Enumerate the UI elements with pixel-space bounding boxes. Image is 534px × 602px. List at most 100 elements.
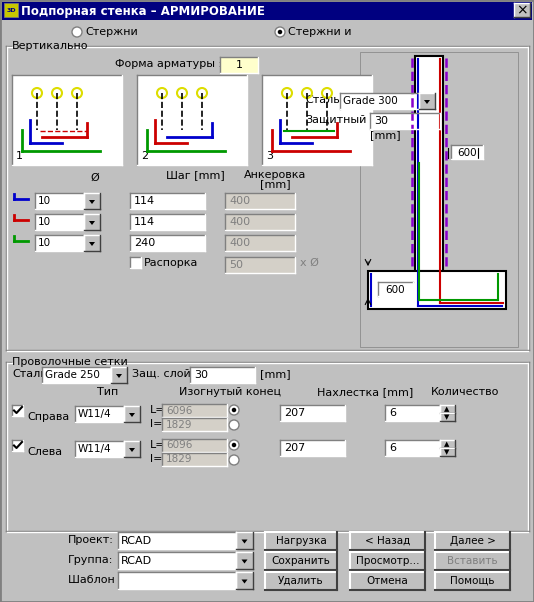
Text: 10: 10: [38, 238, 51, 248]
Bar: [350, 552, 425, 570]
Bar: [280, 405, 345, 421]
Text: Защитный: Защитный: [305, 115, 366, 125]
Text: Grade 300: Grade 300: [343, 96, 398, 106]
Text: 30: 30: [374, 116, 388, 126]
Bar: [236, 552, 253, 569]
Text: Помощь: Помощь: [450, 576, 494, 586]
Text: ▼: ▼: [444, 414, 450, 420]
Bar: [84, 214, 100, 230]
Text: Нагрузка: Нагрузка: [276, 536, 326, 546]
Text: [mm]: [mm]: [260, 369, 290, 379]
Bar: [385, 440, 440, 456]
Text: ×: ×: [516, 3, 528, 17]
Bar: [265, 532, 337, 550]
Bar: [225, 235, 295, 251]
Text: 400: 400: [229, 196, 250, 206]
Bar: [118, 552, 236, 569]
Text: W11/4: W11/4: [78, 444, 112, 454]
Text: 240: 240: [134, 238, 155, 248]
Text: Проволочные сетки: Проволочные сетки: [12, 357, 128, 367]
Bar: [262, 75, 372, 165]
Bar: [340, 93, 419, 109]
Bar: [75, 441, 124, 457]
Text: ▲: ▲: [444, 441, 450, 447]
Bar: [162, 418, 227, 431]
Bar: [415, 56, 443, 271]
Bar: [435, 532, 510, 550]
Text: Слева: Слева: [27, 447, 62, 457]
Text: 1: 1: [16, 151, 23, 161]
Text: [mm]: [mm]: [370, 130, 400, 140]
Bar: [137, 75, 247, 165]
Bar: [440, 405, 455, 413]
Bar: [225, 193, 295, 209]
Text: RCAD: RCAD: [121, 536, 152, 545]
Bar: [435, 552, 510, 570]
Text: Проект:: Проект:: [68, 535, 114, 545]
Bar: [360, 52, 518, 347]
Bar: [35, 193, 84, 209]
Text: x Ø: x Ø: [300, 258, 319, 268]
Bar: [12, 440, 23, 451]
Text: Форма арматуры :: Форма арматуры :: [115, 59, 222, 69]
Text: Просмотр...: Просмотр...: [356, 556, 419, 566]
Text: Вертикально: Вертикально: [12, 41, 89, 51]
Text: Далее >: Далее >: [450, 536, 496, 546]
Bar: [370, 113, 440, 129]
Text: l=: l=: [150, 419, 162, 429]
Text: 3D: 3D: [6, 7, 16, 13]
Text: Подпорная стенка – АРМИРОВАНИЕ: Подпорная стенка – АРМИРОВАНИЕ: [21, 4, 265, 17]
Bar: [190, 367, 255, 383]
Text: 114: 114: [134, 196, 155, 206]
Text: W11/4: W11/4: [78, 409, 112, 419]
Bar: [130, 193, 205, 209]
Text: Тип: Тип: [97, 387, 119, 397]
Text: Сталь:: Сталь:: [305, 95, 343, 105]
Bar: [12, 405, 23, 416]
Bar: [265, 572, 337, 590]
Text: 10: 10: [38, 217, 51, 227]
Polygon shape: [241, 559, 247, 563]
Bar: [514, 3, 530, 17]
Text: Стержни: Стержни: [85, 27, 138, 37]
Text: 114: 114: [134, 217, 155, 227]
Circle shape: [72, 27, 82, 37]
Text: l=: l=: [150, 454, 162, 464]
Text: Справа: Справа: [27, 412, 69, 422]
Polygon shape: [89, 221, 95, 225]
Text: 6096: 6096: [166, 406, 192, 415]
Bar: [350, 532, 425, 550]
Polygon shape: [241, 580, 247, 583]
Text: 3: 3: [266, 151, 273, 161]
Bar: [162, 453, 227, 466]
Bar: [130, 235, 205, 251]
Text: 6: 6: [389, 408, 396, 418]
Text: 10: 10: [38, 196, 51, 206]
Text: 6: 6: [389, 443, 396, 453]
Text: Удалить: Удалить: [278, 576, 324, 586]
Text: ▲: ▲: [444, 406, 450, 412]
Bar: [378, 282, 413, 296]
Text: Защ. слой:: Защ. слой:: [132, 369, 194, 379]
Bar: [118, 532, 236, 549]
Text: Вставить: Вставить: [447, 556, 498, 566]
Bar: [2, 2, 532, 20]
Text: RCAD: RCAD: [121, 556, 152, 565]
Text: 30: 30: [194, 370, 208, 380]
Text: Анкеровка: Анкеровка: [244, 170, 306, 180]
Text: Сохранить: Сохранить: [272, 556, 331, 566]
Circle shape: [229, 405, 239, 415]
Text: Нахлестка [mm]: Нахлестка [mm]: [317, 387, 413, 397]
Bar: [435, 572, 510, 590]
Text: < Назад: < Назад: [365, 536, 410, 546]
Text: Группа:: Группа:: [68, 555, 113, 565]
Text: Количество: Количество: [431, 387, 499, 397]
Circle shape: [232, 442, 236, 447]
Polygon shape: [241, 539, 247, 544]
Text: Grade 250: Grade 250: [45, 370, 100, 380]
Text: ▼: ▼: [444, 449, 450, 455]
Bar: [368, 271, 506, 309]
Polygon shape: [89, 242, 95, 246]
Polygon shape: [129, 448, 135, 452]
Text: 400: 400: [229, 238, 250, 248]
